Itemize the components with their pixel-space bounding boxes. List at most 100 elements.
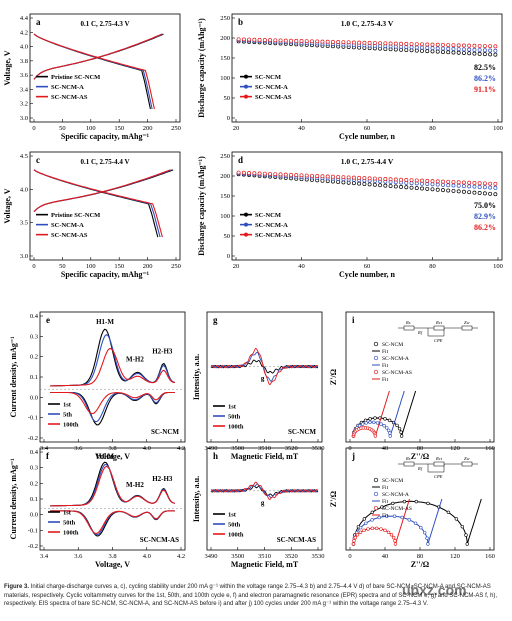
epr-spectrum <box>210 347 319 386</box>
data-point <box>477 191 482 195</box>
plot-frame <box>29 13 181 123</box>
data-point <box>414 42 419 47</box>
data-point <box>378 183 383 188</box>
data-point <box>325 39 330 44</box>
data-point <box>446 179 451 184</box>
y-tick-label: 250 <box>220 153 230 160</box>
data-point <box>364 421 368 425</box>
y-axis-label: Z'/Ω <box>329 490 338 507</box>
legend-label: 100th <box>63 422 79 429</box>
data-point <box>304 39 309 44</box>
panel-b: b 1.0 C, 2.75-4.3 V 20 40 60 80 100 0 50 100 150 20… <box>197 13 503 141</box>
data-point <box>467 47 472 52</box>
y-tick-label: 100 <box>220 213 230 220</box>
data-point <box>393 177 398 182</box>
y-tick-label: 0.3 <box>30 333 38 340</box>
data-point <box>422 530 427 535</box>
data-point <box>441 182 445 187</box>
data-point <box>360 422 365 426</box>
data-point <box>383 177 388 181</box>
sample-label: SC-NCM-AS <box>277 536 316 544</box>
y-tick-label: 0 <box>227 115 230 122</box>
charge-curve <box>33 33 163 80</box>
plot-frame <box>206 311 323 443</box>
y-tick-label: 0.1 <box>30 496 38 503</box>
data-point <box>397 426 402 431</box>
charge-curve <box>33 169 171 213</box>
peak-label: H1-M <box>96 318 114 326</box>
data-point <box>477 185 482 189</box>
fit-line <box>353 498 482 545</box>
x-tick-label: 40 <box>298 263 305 270</box>
legend-label: Fit <box>382 349 389 355</box>
circuit-label: CPE <box>434 338 443 343</box>
data-point <box>451 50 456 55</box>
data-point <box>404 185 409 190</box>
data-point <box>441 179 445 184</box>
data-point <box>472 181 477 185</box>
data-point <box>299 39 304 43</box>
data-point <box>404 45 409 49</box>
data-point <box>273 38 278 43</box>
x-tick-label: 0 <box>32 125 35 132</box>
legend-label: 50th <box>63 520 76 527</box>
data-point <box>420 48 424 53</box>
data-point <box>402 499 407 504</box>
data-point <box>441 49 445 54</box>
data-point <box>310 173 314 178</box>
data-point <box>482 52 487 57</box>
x-tick-label: 250 <box>171 263 181 270</box>
data-point <box>446 188 451 193</box>
g-factor-label: g <box>261 375 265 383</box>
cv-anodic <box>50 334 175 387</box>
x-axis-label: Z''/Ω <box>411 560 430 569</box>
x-tick-label: 3.4 <box>40 553 49 560</box>
data-point <box>351 175 356 180</box>
data-point <box>362 176 367 181</box>
y-tick-label: 200 <box>220 35 230 42</box>
data-point <box>372 41 377 45</box>
data-point <box>393 539 397 543</box>
y-tick-label: 0.0 <box>30 512 38 519</box>
x-tick-label: 200 <box>143 125 153 132</box>
data-point <box>352 539 356 543</box>
data-point <box>373 434 378 438</box>
data-point <box>362 40 367 45</box>
panel-letter: b <box>238 17 243 27</box>
data-point <box>441 188 445 193</box>
y-axis-label: Voltage, V <box>3 188 12 223</box>
x-tick-label: 4.2 <box>177 553 185 560</box>
data-point <box>367 182 372 187</box>
data-point <box>252 171 257 176</box>
data-point <box>472 51 477 56</box>
data-point <box>426 542 430 546</box>
data-point <box>236 37 241 42</box>
data-point <box>435 187 440 192</box>
x-tick-label: 3.6 <box>74 445 83 452</box>
legend-marker <box>244 232 248 237</box>
legend-marker <box>244 84 248 89</box>
data-point <box>461 184 466 189</box>
data-point <box>493 44 498 49</box>
data-point <box>461 43 466 48</box>
data-point <box>425 42 430 47</box>
data-point <box>399 434 404 438</box>
data-point <box>461 180 466 185</box>
data-point <box>392 514 397 518</box>
data-point <box>488 191 493 196</box>
data-point <box>289 38 293 43</box>
legend-label: SC-NCM-A <box>255 222 288 229</box>
data-point <box>477 48 482 52</box>
peak-label: H2-H3 <box>152 475 173 483</box>
data-point <box>341 180 346 185</box>
data-point <box>357 40 362 45</box>
legend-label: 50th <box>228 522 241 529</box>
retention-label: 75.0% <box>474 201 496 210</box>
g-factor-label: g <box>261 499 265 507</box>
y-tick-label: 150 <box>220 55 230 62</box>
panel-g: g 3490 3500 3510 3520 3530 Magnetic Field, mT I… <box>192 311 325 461</box>
x-tick-label: 100 <box>86 263 96 270</box>
data-point <box>353 535 358 540</box>
data-point <box>388 177 393 182</box>
x-tick-label: 20 <box>233 263 240 270</box>
